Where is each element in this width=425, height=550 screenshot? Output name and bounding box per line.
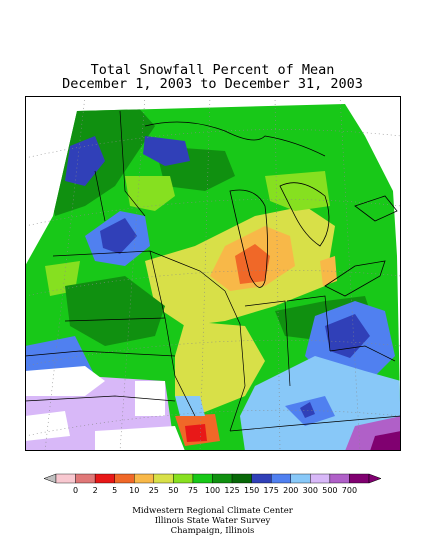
legend-swatch	[75, 473, 96, 484]
legend-swatch	[349, 473, 370, 484]
legend-label: 700	[342, 486, 357, 495]
legend-swatch	[231, 473, 252, 484]
legend-label: 200	[283, 486, 298, 495]
legend-swatch	[173, 473, 194, 484]
credit-survey: Illinois State Water Survey	[154, 516, 271, 526]
legend-label: 5	[112, 486, 117, 495]
legend-label: 25	[149, 486, 159, 495]
legend-swatch	[114, 473, 135, 484]
map-frame	[25, 96, 401, 451]
legend-label: 125	[224, 486, 239, 495]
legend-swatch	[212, 473, 233, 484]
legend-arrow-high	[368, 473, 382, 484]
legend-swatch	[251, 473, 272, 484]
color-legend: 0 2 5 10 25 50 75 100 125 150 175 200 300 500 700	[43, 473, 382, 495]
legend-swatch	[270, 473, 291, 484]
credit-location: Champaign, Illinois	[170, 526, 255, 536]
legend-swatch	[55, 473, 76, 484]
map-title: Total Snowfall Percent of Mean	[90, 62, 335, 78]
great-lakes	[144, 121, 398, 297]
legend-arrow-low	[43, 473, 57, 484]
credit-organization: Midwestern Regional Climate Center	[132, 506, 293, 516]
graticule	[25, 96, 401, 451]
legend-swatch	[153, 473, 174, 484]
legend-label: 150	[244, 486, 259, 495]
legend-swatch	[329, 473, 350, 484]
legend-label: 50	[168, 486, 178, 495]
legend-swatch	[310, 473, 331, 484]
state-boundaries	[25, 110, 401, 432]
legend-label: 0	[73, 486, 78, 495]
legend-label: 10	[129, 486, 139, 495]
legend-swatch	[192, 473, 213, 484]
legend-label: 100	[205, 486, 220, 495]
legend-label: 75	[188, 486, 198, 495]
legend-label: 2	[93, 486, 98, 495]
legend-swatch	[290, 473, 311, 484]
map-date-range: December 1, 2003 to December 31, 2003	[62, 76, 363, 92]
legend-label: 500	[322, 486, 337, 495]
legend-swatch	[134, 473, 155, 484]
legend-label: 175	[264, 486, 279, 495]
legend-swatch	[94, 473, 115, 484]
snowfall-map	[25, 96, 401, 451]
legend-label: 300	[303, 486, 318, 495]
